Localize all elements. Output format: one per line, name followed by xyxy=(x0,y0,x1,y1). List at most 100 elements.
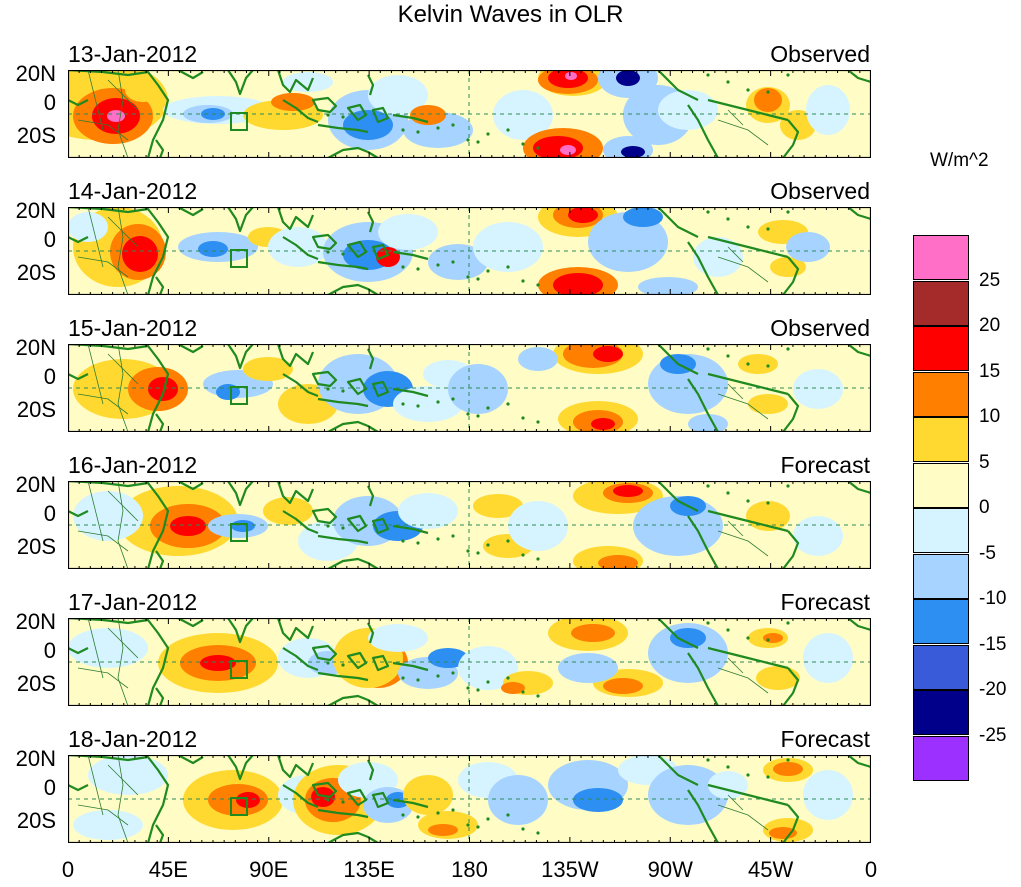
island-dot xyxy=(401,402,405,406)
coastline xyxy=(68,618,170,706)
coastline xyxy=(68,99,89,107)
legend-swatch xyxy=(913,553,969,599)
country-border xyxy=(727,383,744,400)
country-border xyxy=(117,618,129,706)
country-border xyxy=(717,393,769,420)
country-border xyxy=(717,530,769,557)
panel-date: 13-Jan-2012 xyxy=(68,41,198,67)
island-dot xyxy=(486,817,490,821)
coastline xyxy=(282,99,319,124)
coastline xyxy=(367,759,375,781)
longitude-label: 180 xyxy=(451,857,488,882)
island-dot xyxy=(476,277,480,281)
coastline xyxy=(346,514,368,533)
island-dot xyxy=(416,404,420,408)
country-border xyxy=(717,119,769,146)
coastline xyxy=(392,387,429,398)
reference-box xyxy=(230,660,248,679)
island-dot xyxy=(451,534,455,538)
map-panel: 18-Jan-2012 Forecast 20N 0 20S xyxy=(0,727,900,858)
island-dot xyxy=(521,416,525,420)
longitude-label: 135W xyxy=(541,857,599,882)
island-dot xyxy=(486,269,490,273)
island-dot xyxy=(476,140,480,144)
anomaly-contour xyxy=(558,653,618,683)
coastline xyxy=(327,420,379,432)
island-dot xyxy=(726,491,730,495)
country-border xyxy=(117,344,129,432)
reference-box xyxy=(230,386,248,405)
coastline xyxy=(392,798,429,809)
coastline xyxy=(276,207,315,231)
country-border xyxy=(77,119,129,141)
olr-anomaly-map xyxy=(68,344,871,432)
coastline xyxy=(687,104,719,158)
coastline xyxy=(276,344,315,368)
coastline xyxy=(707,372,789,396)
anomaly-contour xyxy=(501,682,525,694)
island-dot xyxy=(726,628,730,632)
coastline xyxy=(282,236,319,261)
panel-date: 14-Jan-2012 xyxy=(68,178,198,204)
anomaly-contour xyxy=(148,377,178,401)
island-dot xyxy=(326,113,330,117)
island-dot xyxy=(486,543,490,547)
coastline xyxy=(687,378,719,432)
latitude-label: 20S xyxy=(16,671,56,696)
anomaly-contour xyxy=(793,516,843,556)
island-dot xyxy=(746,636,750,640)
anomaly-contour xyxy=(803,633,853,683)
coastline xyxy=(155,824,165,843)
island-dot xyxy=(786,758,790,762)
coastline xyxy=(227,618,254,644)
coastline xyxy=(177,618,204,628)
anomaly-contour xyxy=(573,788,623,812)
anomaly-contour xyxy=(493,90,553,140)
island-dot xyxy=(506,265,510,269)
coastline xyxy=(68,373,89,381)
legend-label: 20 xyxy=(979,315,1001,336)
coastline xyxy=(657,70,699,101)
latitude-label: 0 xyxy=(43,775,56,800)
country-border xyxy=(77,530,129,552)
coastline xyxy=(327,557,379,569)
country-border xyxy=(717,667,769,694)
coastline xyxy=(311,96,338,114)
island-dot xyxy=(416,541,420,545)
map-panel: 14-Jan-2012 Observed 20N 0 20S xyxy=(0,179,900,310)
coastline xyxy=(367,348,375,370)
coastline xyxy=(311,233,338,251)
latitude-label: 0 xyxy=(43,364,56,389)
legend-swatch xyxy=(913,235,969,280)
coastline xyxy=(276,618,315,642)
country-border xyxy=(77,804,129,826)
latitude-label: 20N xyxy=(15,61,56,86)
anomaly-contour xyxy=(756,666,800,690)
longitude-label: 0 xyxy=(61,857,75,882)
country-border xyxy=(107,216,139,248)
island-dot xyxy=(766,364,770,368)
coastline xyxy=(687,241,719,295)
legend-swatch xyxy=(913,371,969,417)
island-dot xyxy=(401,128,405,132)
panel-status: Forecast xyxy=(780,589,870,615)
coastline xyxy=(177,755,204,765)
island-dot xyxy=(436,400,440,404)
anomaly-contour xyxy=(508,501,568,551)
anomaly-contour xyxy=(283,72,333,92)
island-dot xyxy=(536,420,540,424)
island-dot xyxy=(326,387,330,391)
anomaly-contour xyxy=(571,624,615,642)
island-dot xyxy=(436,263,440,267)
island-dot xyxy=(466,138,470,142)
anomaly-contour xyxy=(68,212,108,242)
coastline xyxy=(177,207,204,217)
island-dot xyxy=(451,397,455,401)
coastline xyxy=(227,207,254,233)
anomaly-contour xyxy=(458,646,518,690)
island-dot xyxy=(746,499,750,503)
anomaly-contour xyxy=(73,491,143,541)
legend-label: 15 xyxy=(979,360,1001,382)
coastline xyxy=(847,755,871,769)
anomaly-contour xyxy=(648,765,728,825)
